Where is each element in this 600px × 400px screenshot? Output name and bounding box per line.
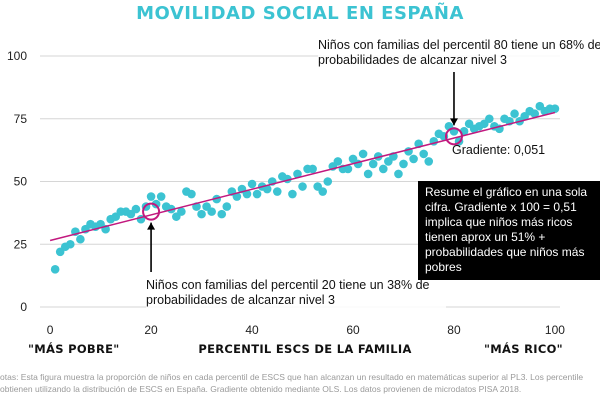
data-point	[293, 169, 302, 179]
y-tick-label: 0	[20, 300, 27, 314]
data-point	[187, 189, 196, 199]
data-point	[550, 104, 560, 114]
data-point	[262, 184, 272, 194]
data-point	[156, 192, 166, 201]
data-point	[217, 209, 227, 219]
data-point	[288, 189, 297, 199]
x-tick-label: 40	[245, 323, 259, 337]
footnote-line-2: obtienen utilizando la distribución de E…	[0, 383, 522, 394]
data-point	[197, 209, 206, 219]
data-point	[510, 109, 519, 119]
data-point	[177, 207, 186, 216]
data-point	[424, 157, 434, 166]
summary-box: Resume el gráfico en una sola cifra. Gra…	[418, 181, 600, 280]
data-point	[242, 189, 252, 199]
arrow-p80-head	[449, 118, 458, 126]
x-tick-label: 100	[545, 323, 565, 337]
x-end-label-poor: "MÁS POBRE"	[28, 342, 120, 356]
y-tick-labels: 0 25 50 75 100	[7, 49, 27, 314]
data-point	[333, 157, 343, 166]
data-point	[247, 179, 257, 189]
data-point	[485, 114, 494, 124]
data-point	[131, 204, 141, 214]
data-point	[394, 169, 403, 179]
y-tick-label: 25	[14, 237, 28, 251]
y-tick-label: 75	[14, 112, 28, 126]
data-point	[65, 239, 75, 249]
fit-line	[49, 111, 556, 242]
data-point	[146, 192, 156, 201]
footnotes: otas: Esta figura muestra la proporción …	[0, 372, 600, 395]
x-axis-label: PERCENTIL ESCS DE LA FAMILIA	[198, 342, 412, 356]
arrow-p20-head	[147, 222, 156, 230]
data-point	[252, 189, 262, 199]
x-tick-label: 60	[346, 323, 360, 337]
data-point	[76, 234, 85, 244]
data-point	[368, 159, 378, 169]
data-point	[399, 159, 408, 169]
data-point	[50, 265, 60, 274]
x-tick-label: 20	[144, 323, 158, 337]
y-tick-label: 100	[7, 49, 27, 63]
data-point	[298, 182, 307, 191]
data-point	[358, 149, 368, 159]
annotation-percentile-20: Niños con familias del percentil 20 tien…	[146, 278, 446, 308]
x-tick-labels: 0 20 40 60 80 100	[47, 323, 566, 337]
data-point	[379, 164, 388, 174]
x-tick-label: 0	[47, 323, 54, 337]
data-point	[222, 202, 232, 211]
data-point	[212, 194, 221, 204]
data-point	[323, 177, 333, 186]
data-point	[343, 164, 353, 174]
data-point	[318, 187, 328, 196]
x-end-label-rich: "MÁS RICO"	[484, 342, 563, 356]
highlight-circle	[142, 202, 161, 221]
data-point	[530, 109, 540, 119]
data-point	[409, 154, 418, 164]
annotation-arrows	[147, 72, 458, 272]
annotation-percentile-80: Niños con familias del percentil 80 tien…	[318, 38, 600, 68]
annotation-gradient: Gradiente: 0,051	[452, 143, 546, 157]
page-title: MOVILIDAD SOCIAL EN ESPAÑA	[136, 3, 464, 24]
data-point	[363, 169, 373, 179]
highlight-circle	[444, 127, 463, 146]
fit-line-group	[49, 111, 556, 242]
data-point	[272, 187, 282, 196]
footnote-line-1: otas: Esta figura muestra la proporción …	[0, 372, 584, 382]
highlight-circles	[142, 127, 463, 221]
data-point	[308, 164, 317, 174]
y-tick-label: 50	[14, 175, 28, 189]
x-tick-label: 80	[447, 323, 461, 337]
data-point	[207, 207, 216, 216]
data-point	[419, 149, 428, 159]
